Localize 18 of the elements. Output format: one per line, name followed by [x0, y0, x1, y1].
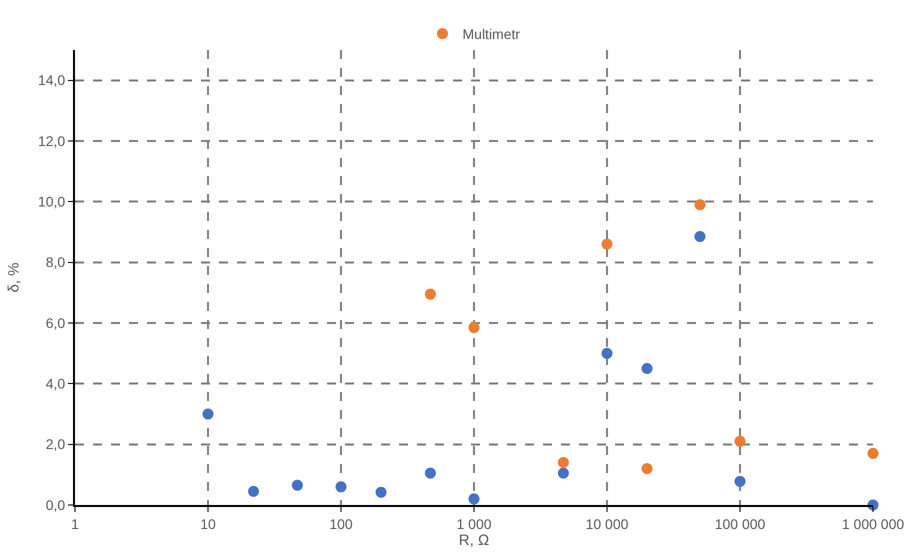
y-tick-label: 4,0: [46, 376, 66, 392]
y-tick-label: 12,0: [38, 132, 66, 149]
x-tick-label: 1: [71, 516, 80, 532]
x-tick-label: 10 000: [586, 516, 629, 532]
x-axis-title: R, Ω: [458, 532, 490, 549]
y-tick-label: 14,0: [38, 72, 66, 88]
y-tick-label: 6,0: [46, 314, 66, 331]
x-tick-label: 1 000 000: [842, 516, 904, 532]
x-tick-label: 10: [200, 516, 216, 532]
x-tick-label: 100 000: [714, 516, 766, 532]
y-tick-label: 2,0: [46, 436, 66, 452]
x-tick-label: 1 000: [456, 516, 492, 532]
x-tick-label: 100: [329, 516, 353, 532]
y-tick-label: 0,0: [46, 496, 66, 513]
y-axis-title: δ, %: [6, 262, 23, 293]
y-tick-label: 10,0: [38, 194, 66, 210]
legend-label: Multimetr: [462, 26, 520, 42]
y-tick-label: 8,0: [46, 254, 66, 270]
